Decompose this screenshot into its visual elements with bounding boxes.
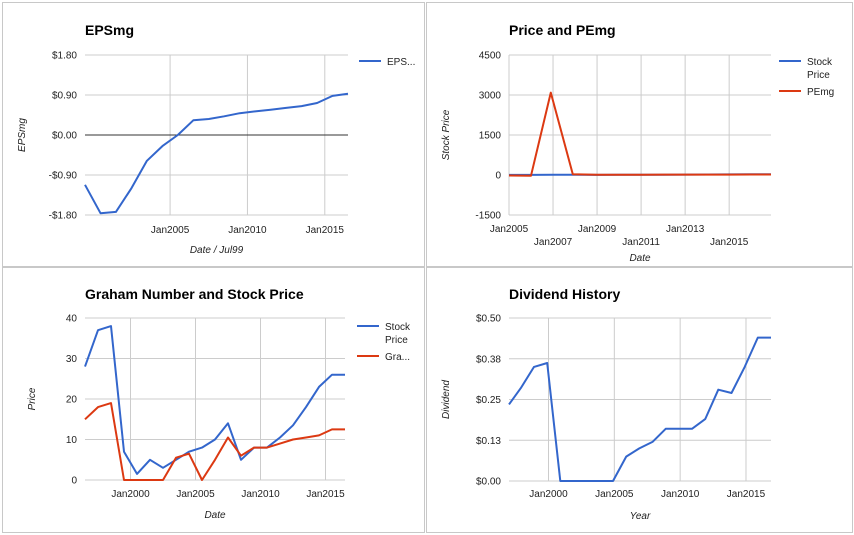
dividend-x-tick-label: Jan2000 [529,489,568,500]
dividend-y-tick-label: $0.00 [476,477,501,488]
graham-legend-label: Gra... [385,352,410,363]
eps-y-tick-label: -$1.80 [49,211,78,222]
price-pe-series-line [508,91,771,177]
graham-y-tick-label: 0 [71,476,77,487]
eps-x-axis-label: Date / Jul99 [190,245,244,256]
price-pe-y-tick-label: 4500 [479,51,502,62]
eps-y-tick-label: -$0.90 [49,171,78,182]
price-pe-chart-panel: Price and PEmg 4500 3000 1500 0 -1500 Jan2005 J… [426,2,853,267]
price-pe-x-tick-label: Jan2011 [622,237,660,248]
graham-y-tick-label: 10 [66,435,78,446]
graham-chart: Graham Number and Stock Price 40 30 20 10 0 Ja… [27,286,411,521]
dividend-y-tick-label: $0.38 [476,354,501,365]
dividend-x-axis-label: Year [630,511,651,522]
dividend-chart: Dividend History $0.50 $0.38 $0.25 $0.13 $0.0… [441,286,772,522]
price-pe-y-axis-label: Stock Price [441,109,452,160]
graham-chart-title: Graham Number and Stock Price [85,286,304,302]
eps-legend-label: EPS... [387,57,415,68]
price-pe-chart-title: Price and PEmg [509,22,616,38]
eps-chart: EPSmg $1.80 $0.90 $0.00 -$0.90 -$1.80 Jan2005 J… [17,22,415,256]
dividend-chart-panel: Dividend History $0.50 $0.38 $0.25 $0.13 $0.0… [426,267,853,533]
graham-chart-panel: Graham Number and Stock Price 40 30 20 10 0 Ja… [2,267,425,533]
price-pe-y-tick-label: 1500 [479,131,502,142]
graham-y-axis-label: Price [27,387,38,410]
graham-x-tick-label: Jan2000 [111,489,150,500]
graham-series-line [84,325,345,475]
graham-x-tick-label: Jan2005 [176,489,215,500]
graham-legend-label: Stock [385,322,411,333]
price-pe-x-axis-label: Date [629,253,651,264]
price-pe-x-tick-label: Jan2005 [490,224,529,235]
dividend-y-axis-label: Dividend [441,380,452,419]
eps-x-tick-label: Jan2015 [306,225,345,236]
price-pe-chart: Price and PEmg 4500 3000 1500 0 -1500 Jan2005 J… [441,22,834,264]
graham-series-line [84,402,345,481]
eps-x-tick-label: Jan2010 [228,225,267,236]
dividend-x-tick-label: Jan2005 [595,489,634,500]
graham-y-tick-label: 40 [66,314,78,325]
graham-x-axis-label: Date [204,510,226,521]
graham-y-tick-label: 30 [66,354,78,365]
dividend-chart-title: Dividend History [509,286,620,302]
eps-x-tick-label: Jan2005 [151,225,190,236]
graham-x-tick-label: Jan2010 [241,489,280,500]
price-pe-legend-label: PEmg [807,87,834,98]
price-pe-legend-label: Price [807,70,830,81]
eps-chart-title: EPSmg [85,22,134,38]
dividend-y-tick-label: $0.25 [476,395,501,406]
graham-y-tick-label: 20 [66,395,78,406]
eps-y-tick-label: $0.00 [52,131,77,142]
eps-y-tick-label: $0.90 [52,91,77,102]
graham-legend-label: Price [385,335,408,346]
dividend-x-tick-label: Jan2015 [727,489,766,500]
price-pe-y-tick-label: -1500 [475,211,501,222]
eps-series-line [84,92,349,215]
graham-x-tick-label: Jan2015 [306,489,345,500]
dividend-y-tick-label: $0.50 [476,314,501,325]
eps-y-tick-label: $1.80 [52,51,77,62]
dividend-series-line [508,336,771,482]
price-pe-x-tick-label: Jan2009 [578,224,617,235]
dividend-y-tick-label: $0.13 [476,436,501,447]
price-pe-x-tick-label: Jan2013 [666,224,705,235]
eps-chart-panel: EPSmg $1.80 $0.90 $0.00 -$0.90 -$1.80 Jan2005 J… [2,2,425,267]
dividend-x-tick-label: Jan2010 [661,489,700,500]
price-pe-x-tick-label: Jan2015 [710,237,749,248]
price-pe-y-tick-label: 0 [495,171,501,182]
price-pe-x-tick-label: Jan2007 [534,237,573,248]
price-pe-y-tick-label: 3000 [479,91,502,102]
eps-y-axis-label: EPSmg [17,118,28,152]
price-pe-legend-label: Stock [807,57,833,68]
